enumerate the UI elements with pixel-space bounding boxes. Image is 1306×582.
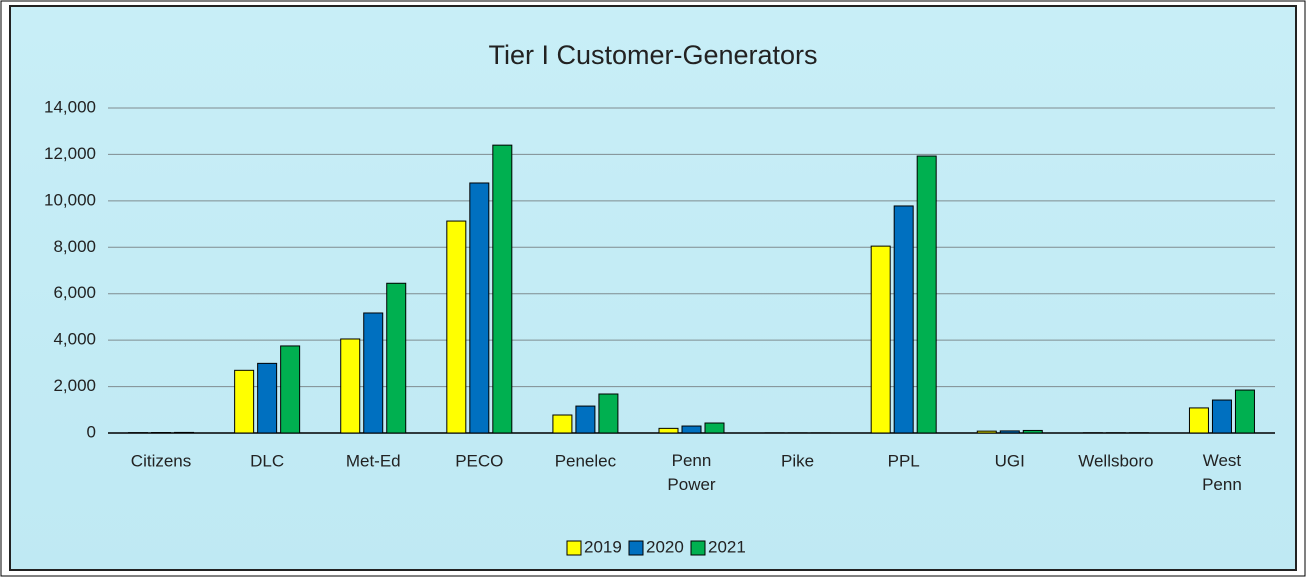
bar — [977, 431, 996, 433]
bar — [894, 206, 913, 433]
bar — [599, 394, 618, 433]
legend-swatch — [567, 541, 581, 555]
bar — [1000, 431, 1019, 433]
x-tick-label: Penelec — [555, 451, 617, 470]
bar — [917, 156, 936, 433]
bar — [1189, 408, 1208, 433]
bar — [175, 432, 194, 433]
x-tick-label: UGI — [995, 451, 1025, 470]
bar — [1212, 400, 1231, 433]
x-tick-label: DLC — [250, 451, 284, 470]
bar — [258, 363, 277, 433]
legend-swatch — [691, 541, 705, 555]
bar — [1023, 430, 1042, 433]
bar — [553, 415, 572, 433]
y-tick-label: 0 — [87, 422, 96, 441]
bar — [470, 183, 489, 433]
bar — [387, 283, 406, 433]
bar — [1235, 390, 1254, 433]
bar — [364, 313, 383, 433]
y-tick-label: 6,000 — [53, 283, 96, 302]
chart-frame — [10, 6, 1296, 570]
bar — [447, 221, 466, 433]
x-tick-label: Met-Ed — [346, 451, 401, 470]
legend-label: 2019 — [584, 537, 622, 556]
y-tick-label: 12,000 — [44, 144, 96, 163]
bar — [705, 423, 724, 433]
bar — [281, 346, 300, 433]
legend-label: 2020 — [646, 537, 684, 556]
x-tick-label: Citizens — [131, 451, 191, 470]
bar — [682, 426, 701, 433]
bar — [659, 428, 678, 433]
bar — [871, 246, 890, 433]
x-tick-label: Pike — [781, 451, 814, 470]
y-tick-label: 2,000 — [53, 376, 96, 395]
x-tick-label: PPL — [888, 451, 920, 470]
y-tick-label: 4,000 — [53, 330, 96, 349]
legend-label: 2021 — [708, 537, 746, 556]
bar — [576, 406, 595, 433]
x-tick-label: Wellsboro — [1078, 451, 1153, 470]
y-tick-label: 10,000 — [44, 190, 96, 209]
chart-title: Tier I Customer-Generators — [488, 40, 817, 70]
bar — [235, 370, 254, 433]
legend-swatch — [629, 541, 643, 555]
bar — [493, 145, 512, 433]
bar — [341, 339, 360, 433]
x-tick-label: PECO — [455, 451, 503, 470]
y-tick-label: 14,000 — [44, 97, 96, 116]
y-tick-label: 8,000 — [53, 237, 96, 256]
